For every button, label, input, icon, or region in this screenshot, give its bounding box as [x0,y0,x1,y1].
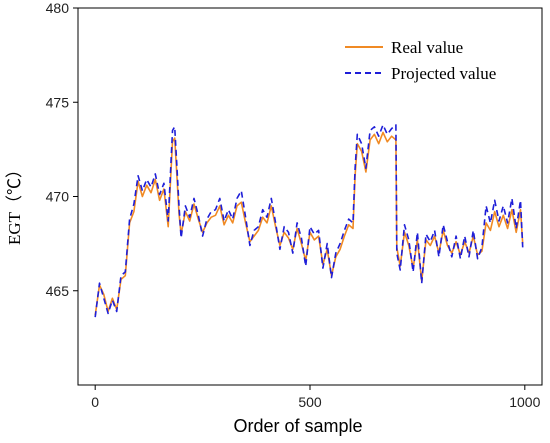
legend-label-real: Real value [391,38,463,57]
y-tick-label: 475 [46,94,70,110]
y-axis-title: EGT（℃） [5,161,24,245]
legend: Real value Projected value [345,38,496,83]
x-tick-label: 0 [91,394,99,410]
x-tick-label: 1000 [509,394,540,410]
y-tick-label: 470 [46,189,70,205]
series-line-projected [94,124,524,318]
y-tick-label: 480 [46,0,70,16]
series-line-real [94,131,524,316]
series-layer [94,124,524,318]
legend-label-projected: Projected value [391,64,496,83]
y-tick-label: 465 [46,283,70,299]
x-axis-title: Order of sample [233,416,362,436]
axis-ticks: 0 500 1000 465 470 475 480 [46,0,541,410]
x-tick-label: 500 [298,394,322,410]
